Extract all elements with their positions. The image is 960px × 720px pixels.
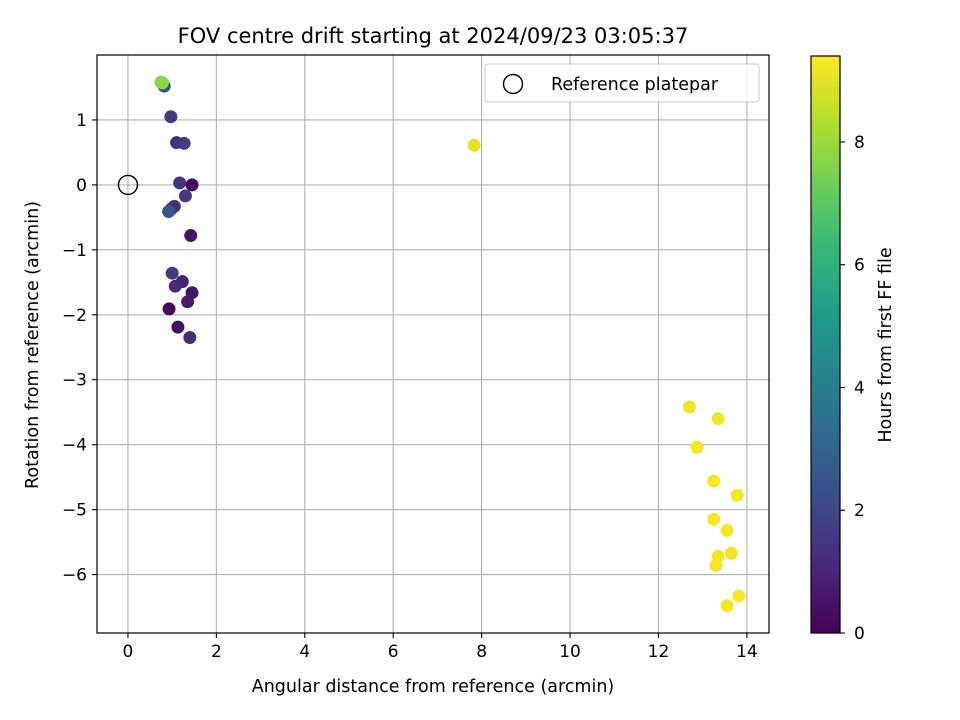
data-point [181, 295, 195, 309]
y-tick-label: −1 [62, 241, 87, 261]
colorbar-strip [810, 55, 841, 634]
x-tick-label: 4 [299, 642, 310, 662]
colorbar-tick-label: 2 [854, 501, 865, 521]
y-tick-label: −3 [62, 371, 87, 391]
y-tick-label: −4 [62, 436, 87, 456]
x-tick-label: 0 [123, 642, 134, 662]
y-tick-label: −2 [62, 306, 87, 326]
data-point [707, 474, 721, 488]
data-point [720, 523, 734, 537]
y-tick-label: −5 [62, 501, 87, 521]
colorbar-tick-label: 8 [854, 133, 865, 153]
y-tick-label: −6 [62, 566, 87, 586]
plot-frame [96, 54, 770, 634]
x-tick-label: 12 [648, 642, 670, 662]
data-point [690, 440, 704, 454]
x-tick-label: 14 [736, 642, 758, 662]
y-tick-label: 1 [76, 111, 87, 131]
data-point [171, 320, 185, 334]
data-point [173, 176, 187, 190]
x-tick-label: 10 [559, 642, 581, 662]
colorbar-tick-label: 4 [854, 378, 865, 398]
data-point [162, 205, 176, 219]
data-point [682, 400, 696, 414]
x-tick-label: 6 [388, 642, 399, 662]
data-point [168, 279, 182, 293]
y-tick-label: 0 [76, 176, 87, 196]
chart-title: FOV centre drift starting at 2024/09/23 … [178, 24, 689, 48]
data-point [709, 558, 723, 572]
x-tick-label: 2 [211, 642, 222, 662]
data-point [711, 412, 725, 426]
legend: Reference platepar [484, 63, 760, 103]
data-point [178, 189, 192, 203]
scatter-points [154, 75, 746, 613]
reference-point [117, 174, 139, 196]
plot-grid [97, 55, 769, 633]
data-point [732, 589, 746, 603]
reference-marker-layer [117, 174, 139, 196]
legend-reference-marker [502, 73, 524, 95]
data-point [155, 76, 169, 90]
y-axis-label: Rotation from reference (arcmin) [23, 201, 43, 489]
data-point [165, 266, 179, 280]
colorbar-tick-label: 6 [854, 256, 865, 276]
data-point [183, 331, 197, 345]
data-point [707, 512, 721, 526]
colorbar-tick-label: 0 [854, 624, 865, 644]
colorbar: 0 2 4 6 8 Hours from first FF file [810, 55, 896, 644]
legend-box [484, 63, 760, 103]
colorbar-label: Hours from first FF file [876, 247, 896, 442]
colorbar-ticks: 0 2 4 6 8 [840, 133, 865, 644]
data-point [720, 599, 734, 613]
data-point [730, 488, 744, 502]
legend-entry-reference: Reference platepar [551, 75, 719, 95]
y-axis-ticks: 1 0 −1 −2 −3 −4 −5 −6 [62, 111, 97, 586]
data-point [185, 178, 199, 192]
data-point [177, 136, 191, 150]
x-axis-ticks: 0 2 4 6 8 10 12 14 [123, 633, 758, 662]
x-tick-label: 8 [476, 642, 487, 662]
x-axis-label: Angular distance from reference (arcmin) [252, 677, 615, 697]
data-point [184, 229, 198, 243]
data-point [724, 546, 738, 560]
data-point [164, 110, 178, 124]
data-point [467, 138, 481, 152]
data-point [162, 302, 176, 316]
